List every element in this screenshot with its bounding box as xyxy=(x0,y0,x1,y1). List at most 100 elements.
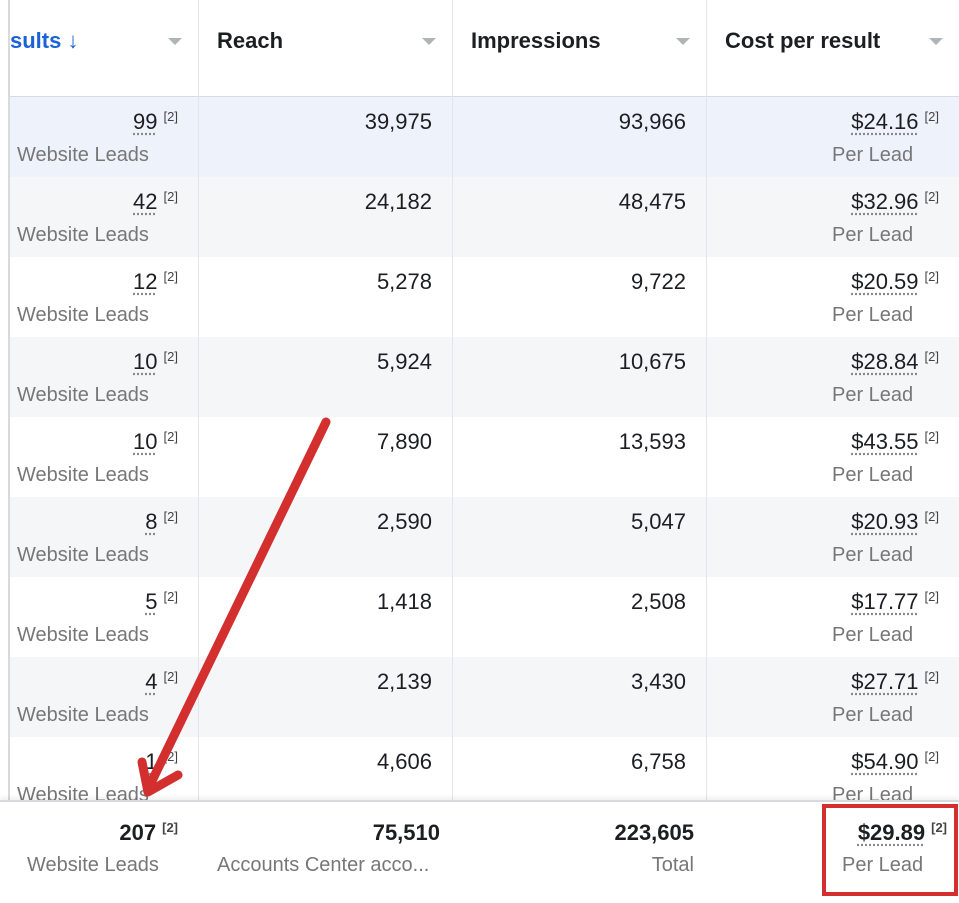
chevron-down-icon[interactable] xyxy=(929,38,943,45)
footnote-marker: [2] xyxy=(163,269,178,284)
footnote-marker: [2] xyxy=(924,669,939,684)
result-type: Website Leads xyxy=(17,624,149,646)
footnote-marker: [2] xyxy=(924,349,939,364)
total-impressions-cell: 223,605 Total xyxy=(453,802,706,882)
footnote-marker: [2] xyxy=(931,820,947,835)
impressions-value: 9,722 xyxy=(630,269,686,294)
column-divider xyxy=(198,0,199,903)
cost-value[interactable]: $27.71 xyxy=(851,669,919,694)
results-value[interactable]: 8 xyxy=(145,509,158,534)
impressions-value: 3,430 xyxy=(630,669,686,694)
table-row[interactable]: 42 [2] Website Leads 24,182 48,475 $32.96… xyxy=(10,177,959,257)
footnote-marker: [2] xyxy=(163,189,178,204)
results-cell: 12 [2] Website Leads xyxy=(10,257,198,337)
column-header-label: Reach xyxy=(217,28,284,53)
results-value[interactable]: 99 xyxy=(133,109,158,134)
totals-row: 207 [2] Website Leads 75,510 Accounts Cen… xyxy=(0,800,959,903)
footnote-marker: [2] xyxy=(924,109,939,124)
reach-cell: 4,606 xyxy=(199,737,452,817)
reach-value: 7,890 xyxy=(376,429,432,454)
cost-cell: $17.77 [2] Per Lead xyxy=(707,577,959,657)
column-divider xyxy=(706,0,707,903)
cost-value[interactable]: $43.55 xyxy=(851,429,919,454)
footnote-marker: [2] xyxy=(163,509,178,524)
impressions-value: 6,758 xyxy=(630,749,686,774)
column-header-reach[interactable]: Reach xyxy=(199,0,452,97)
total-cost-cell: $29.89 [2] Per Lead xyxy=(707,802,959,882)
results-cell: 42 [2] Website Leads xyxy=(10,177,198,257)
cost-type: Per Lead xyxy=(832,384,914,406)
cost-cell: $20.93 [2] Per Lead xyxy=(707,497,959,577)
impressions-value: 13,593 xyxy=(618,429,686,454)
total-cost[interactable]: $29.89 xyxy=(857,820,926,845)
column-header-label: sults ↓ xyxy=(10,28,79,53)
footnote-marker: [2] xyxy=(163,109,178,124)
table-row[interactable]: 10 [2] Website Leads 5,924 10,675 $28.84 [… xyxy=(10,337,959,417)
table-row[interactable]: 10 [2] Website Leads 7,890 13,593 $43.55 [… xyxy=(10,417,959,497)
cost-value[interactable]: $24.16 xyxy=(851,109,919,134)
cost-value[interactable]: $54.90 xyxy=(851,749,919,774)
footnote-marker: [2] xyxy=(163,669,178,684)
impressions-cell: 3,430 xyxy=(453,657,706,737)
table-row[interactable]: 8 [2] Website Leads 2,590 5,047 $20.93 [2]… xyxy=(10,497,959,577)
reach-cell: 24,182 xyxy=(199,177,452,257)
cost-value[interactable]: $32.96 xyxy=(851,189,919,214)
cost-cell: $43.55 [2] Per Lead xyxy=(707,417,959,497)
reach-cell: 1,418 xyxy=(199,577,452,657)
reach-cell: 5,278 xyxy=(199,257,452,337)
impressions-value: 5,047 xyxy=(630,509,686,534)
column-header-impressions[interactable]: Impressions xyxy=(453,0,706,97)
reach-value: 1,418 xyxy=(376,589,432,614)
cost-value[interactable]: $20.59 xyxy=(851,269,919,294)
results-value[interactable]: 10 xyxy=(133,429,158,454)
annotation-highlight-box xyxy=(822,804,958,896)
column-divider xyxy=(452,0,453,903)
result-type: Website Leads xyxy=(17,144,149,166)
impressions-value: 10,675 xyxy=(618,349,686,374)
table-row[interactable]: 5 [2] Website Leads 1,418 2,508 $17.77 [2]… xyxy=(10,577,959,657)
chevron-down-icon[interactable] xyxy=(422,38,436,45)
table-row[interactable]: 4 [2] Website Leads 2,139 3,430 $27.71 [2]… xyxy=(10,657,959,737)
chevron-down-icon[interactable] xyxy=(168,38,182,45)
reach-cell: 5,924 xyxy=(199,337,452,417)
column-header-cost-per-result[interactable]: Cost per result xyxy=(707,0,959,97)
cost-value[interactable]: $28.84 xyxy=(851,349,919,374)
footnote-marker: [2] xyxy=(924,749,939,764)
results-value[interactable]: 42 xyxy=(133,189,158,214)
cost-cell: $32.96 [2] Per Lead xyxy=(707,177,959,257)
reach-value: 4,606 xyxy=(376,749,432,774)
cost-value[interactable]: $20.93 xyxy=(851,509,919,534)
cost-type: Per Lead xyxy=(832,704,914,726)
impressions-cell: 13,593 xyxy=(453,417,706,497)
reach-cell: 7,890 xyxy=(199,417,452,497)
results-value[interactable]: 12 xyxy=(133,269,158,294)
results-value[interactable]: 5 xyxy=(145,589,158,614)
impressions-value: 93,966 xyxy=(618,109,686,134)
total-reach: 75,510 xyxy=(372,820,440,845)
cost-value[interactable]: $17.77 xyxy=(851,589,919,614)
footnote-marker: [2] xyxy=(924,189,939,204)
footnote-marker: [2] xyxy=(163,349,178,364)
total-cost-type: Per Lead xyxy=(842,854,924,876)
table-row[interactable]: 99 [2] Website Leads 39,975 93,966 $24.16… xyxy=(10,97,959,177)
impressions-cell: 5,047 xyxy=(453,497,706,577)
footnote-marker: [2] xyxy=(162,820,178,835)
chevron-down-icon[interactable] xyxy=(676,38,690,45)
results-cell: 8 [2] Website Leads xyxy=(10,497,198,577)
cost-type: Per Lead xyxy=(832,464,914,486)
result-type: Website Leads xyxy=(17,704,149,726)
column-header-results[interactable]: sults ↓ xyxy=(10,0,198,97)
result-type: Website Leads xyxy=(17,384,149,406)
total-result-type: Website Leads xyxy=(27,854,159,876)
result-type: Website Leads xyxy=(17,544,149,566)
table-row[interactable]: 12 [2] Website Leads 5,278 9,722 $20.59 [2… xyxy=(10,257,959,337)
impressions-cell: 9,722 xyxy=(453,257,706,337)
total-impressions: 223,605 xyxy=(614,820,694,845)
footnote-marker: [2] xyxy=(924,589,939,604)
cost-cell: $24.16 [2] Per Lead xyxy=(707,97,959,177)
cost-type: Per Lead xyxy=(832,544,914,566)
results-value[interactable]: 4 xyxy=(145,669,158,694)
impressions-cell: 6,758 xyxy=(453,737,706,817)
results-value[interactable]: 10 xyxy=(133,349,158,374)
